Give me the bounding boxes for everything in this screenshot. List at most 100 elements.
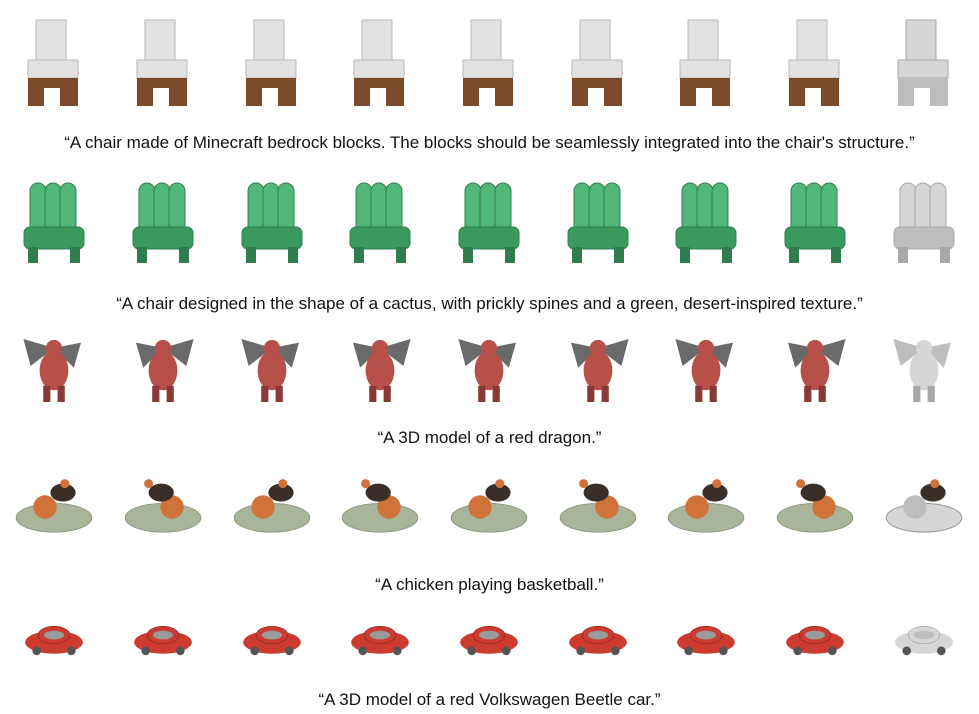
render-view <box>217 612 326 684</box>
textured-render <box>233 479 310 533</box>
geometry-view <box>870 5 979 115</box>
textured-render <box>136 339 194 402</box>
textured-render <box>23 339 82 402</box>
textured-render <box>23 182 85 263</box>
render-view <box>109 330 218 420</box>
row-2-views <box>0 330 979 420</box>
row-2-caption: “A 3D model of a red dragon.” <box>377 428 602 447</box>
textured-render <box>450 479 528 533</box>
render-view <box>217 175 326 275</box>
render-view <box>0 462 109 552</box>
render-view <box>435 175 544 275</box>
textured-render <box>460 626 518 656</box>
textured-render <box>786 626 844 656</box>
textured-render <box>134 626 192 656</box>
render-view <box>761 5 870 115</box>
textured-render <box>784 182 846 263</box>
textured-render <box>788 339 846 402</box>
render-view <box>543 612 652 684</box>
textured-render <box>677 626 736 656</box>
geometry-view <box>870 175 979 275</box>
render-view <box>326 5 435 115</box>
textured-render <box>776 479 854 533</box>
row-0-views <box>0 5 979 115</box>
textured-render <box>242 626 301 656</box>
render-view <box>0 5 109 115</box>
textured-render <box>245 19 297 106</box>
textured-render <box>353 339 412 402</box>
render-view <box>217 462 326 552</box>
render-view <box>217 5 326 115</box>
render-view <box>109 612 218 684</box>
render-view <box>326 330 435 420</box>
render-view <box>435 462 544 552</box>
geometry-view <box>870 462 979 552</box>
textured-render <box>342 479 419 533</box>
render-view <box>326 462 435 552</box>
textured-render <box>675 339 734 402</box>
render-view <box>652 175 761 275</box>
textured-render <box>351 626 410 656</box>
textured-render <box>571 19 623 106</box>
render-view <box>761 175 870 275</box>
row-3-views <box>0 462 979 552</box>
render-view <box>109 175 218 275</box>
textured-render <box>16 479 93 533</box>
render-view <box>435 5 544 115</box>
render-view <box>761 462 870 552</box>
render-view <box>652 462 761 552</box>
render-view <box>652 330 761 420</box>
row-4-caption: “A 3D model of a red Volkswagen Beetle c… <box>318 690 661 709</box>
render-view <box>543 462 652 552</box>
textured-render <box>559 479 637 533</box>
textured-render <box>241 339 299 402</box>
textured-render <box>25 626 84 656</box>
textured-render <box>788 19 840 106</box>
render-view <box>109 462 218 552</box>
textured-render <box>27 19 79 106</box>
textured-render <box>353 19 405 106</box>
render-view <box>217 330 326 420</box>
geometry-render <box>893 339 951 402</box>
row-1-caption: “A chair designed in the shape of a cact… <box>116 294 863 313</box>
geometry-render <box>895 626 953 656</box>
render-view <box>435 612 544 684</box>
textured-render <box>675 182 737 263</box>
render-view <box>109 5 218 115</box>
row-0-caption: “A chair made of Minecraft bedrock block… <box>64 133 915 152</box>
textured-render <box>458 339 517 402</box>
render-view <box>652 612 761 684</box>
textured-render <box>241 182 303 263</box>
geometry-render <box>893 182 955 263</box>
geometry-render <box>897 19 949 106</box>
geometry-view <box>870 612 979 684</box>
render-view <box>0 330 109 420</box>
render-view <box>435 330 544 420</box>
textured-render <box>349 182 411 263</box>
render-view <box>0 175 109 275</box>
row-1-views <box>0 175 979 275</box>
textured-render <box>458 182 520 263</box>
textured-render <box>570 339 629 402</box>
render-view <box>0 612 109 684</box>
textured-render <box>668 479 745 533</box>
render-view <box>543 5 652 115</box>
textured-render <box>679 19 731 106</box>
row-4-views <box>0 612 979 684</box>
render-view <box>761 612 870 684</box>
geometry-view <box>870 330 979 420</box>
render-view <box>761 330 870 420</box>
textured-render <box>132 182 194 263</box>
textured-render <box>136 19 188 106</box>
textured-render <box>567 182 629 263</box>
row-3-caption: “A chicken playing basketball.” <box>375 575 604 594</box>
render-view <box>543 330 652 420</box>
textured-render <box>124 479 202 533</box>
render-view <box>326 175 435 275</box>
textured-render <box>568 626 627 656</box>
textured-render <box>462 19 514 106</box>
geometry-render <box>885 479 963 533</box>
render-view <box>652 5 761 115</box>
render-view <box>326 612 435 684</box>
